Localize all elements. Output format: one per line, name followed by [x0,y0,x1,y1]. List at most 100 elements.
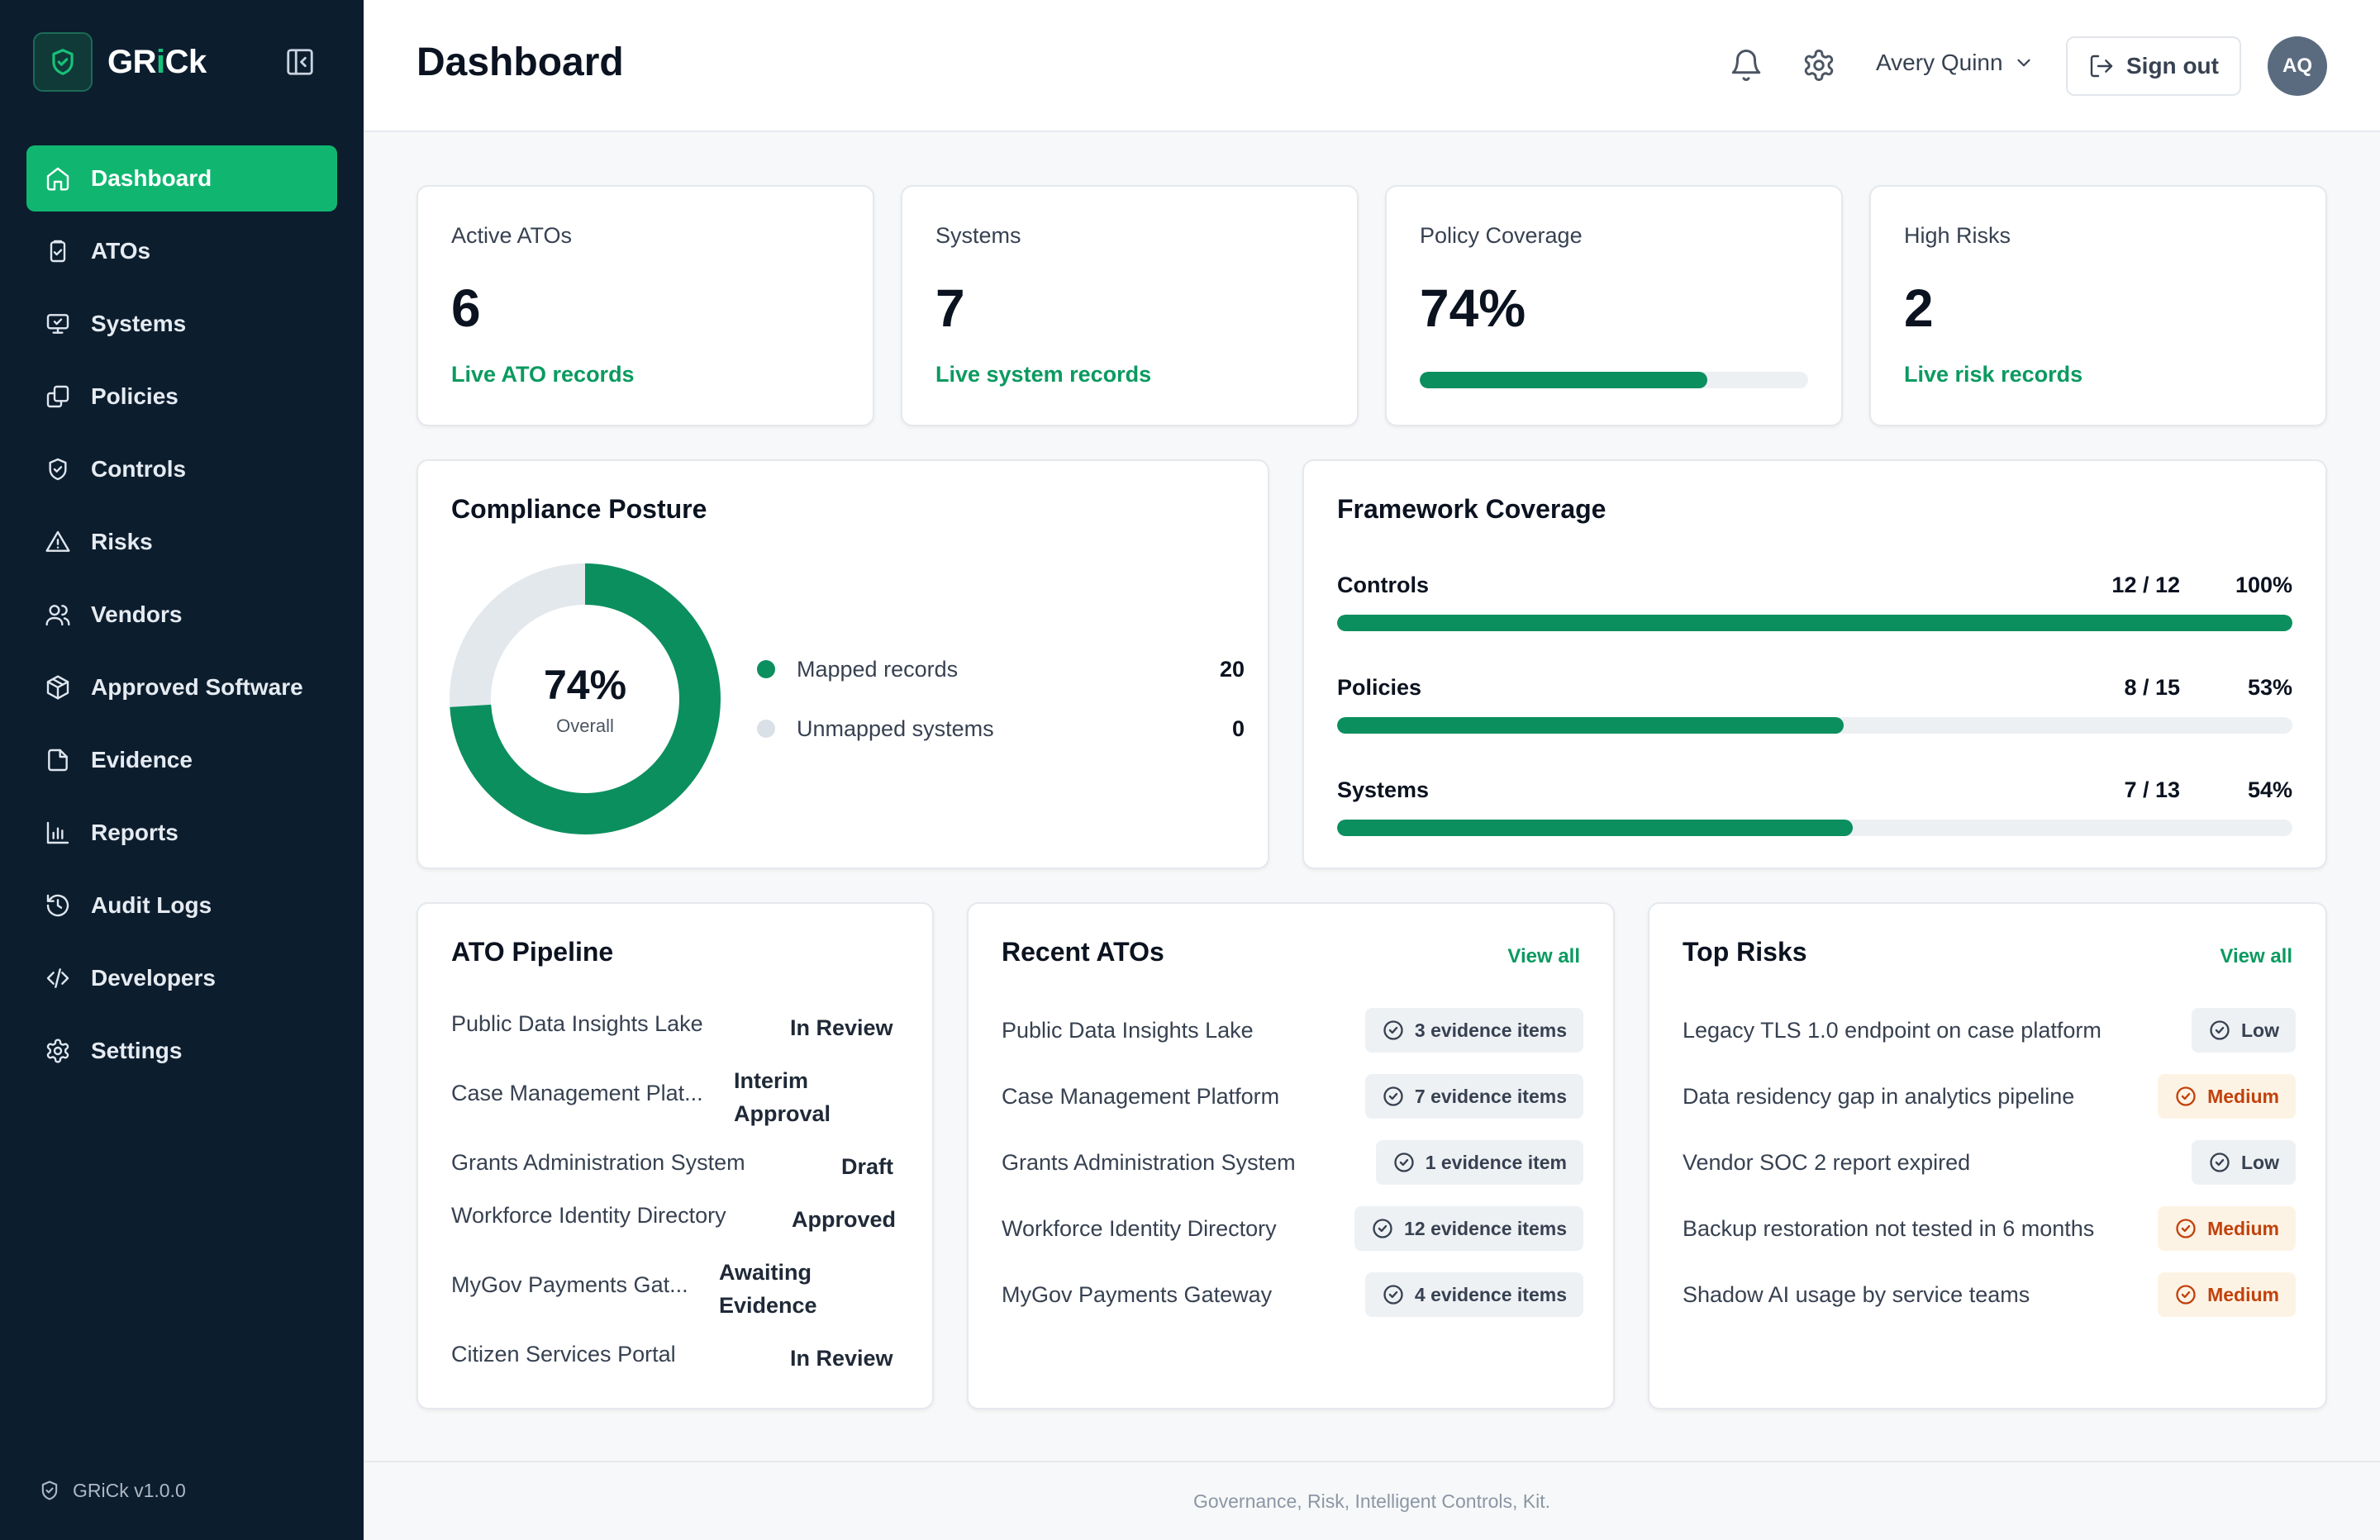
sidebar-item-dashboard[interactable]: Dashboard [26,145,337,212]
sidebar-item-reports[interactable]: Reports [26,800,337,866]
pipeline-item-name[interactable]: Case Management Plat... [451,1081,703,1105]
sidebar-item-label: Risks [91,529,153,554]
sidebar-item-systems[interactable]: Systems [26,291,337,357]
stat-card-active-atos[interactable]: Active ATOs 6 Live ATO records [416,185,874,426]
evidence-count-badge[interactable]: 4 evidence items [1364,1272,1583,1317]
pipeline-item-name[interactable]: Grants Administration System [451,1150,745,1175]
sidebar-item-evidence[interactable]: Evidence [26,727,337,793]
check-circle-icon [2176,1219,2196,1238]
ato-name: Grants Administration System [1002,1149,1296,1175]
pipeline-status: In Review [790,1346,893,1371]
sidebar-item-risks[interactable]: Risks [26,509,337,575]
check-circle-icon [2176,1285,2196,1305]
evidence-count-label: 3 evidence items [1414,1019,1567,1041]
risk-level-badge: Medium [2158,1074,2296,1119]
framework-ratio: 12 / 12 [2111,572,2180,597]
evidence-count-label: 1 evidence item [1425,1151,1567,1173]
shield-check-logo-icon [33,32,93,92]
evidence-count-label: 12 evidence items [1404,1217,1567,1239]
sidebar-item-approved-software[interactable]: Approved Software [26,654,337,720]
card-title: Top Risks [1683,937,1807,967]
recent-atos-card: Recent ATOs View all Public Data Insight… [967,902,1615,1409]
check-circle-icon [2210,1153,2230,1172]
sidebar-item-atos[interactable]: ATOs [26,218,337,284]
shield-check-icon [49,458,67,481]
ato-name: Workforce Identity Directory [1002,1215,1277,1241]
user-menu[interactable]: Avery Quinn [1876,50,2035,76]
risk-level-label: Medium [2207,1217,2279,1239]
legend-item: Unmapped systems 0 [757,712,1245,745]
sidebar-item-settings[interactable]: Settings [26,1018,337,1084]
risk-name: Vendor SOC 2 report expired [1683,1149,1971,1175]
warning-icon [45,530,70,552]
progress-fill [1420,372,1707,388]
ato-name: MyGov Payments Gateway [1002,1281,1273,1307]
framework-label: Policies [1337,674,1422,700]
sidebar-collapse-icon[interactable] [284,46,316,78]
view-all-link[interactable]: View all [2220,945,2292,967]
recent-ato-row[interactable]: Case Management Platform 7 evidence items [1002,1074,1583,1119]
evidence-count-label: 4 evidence items [1414,1283,1567,1305]
donut-caption: Overall [556,715,614,736]
avatar[interactable]: AQ [2268,36,2327,96]
sidebar-item-developers[interactable]: Developers [26,945,337,1011]
legend-dot [757,660,775,678]
stat-value: 6 [451,278,481,338]
evidence-count-label: 7 evidence items [1414,1085,1567,1107]
pipeline-item-name[interactable]: Public Data Insights Lake [451,1011,703,1036]
evidence-count-badge[interactable]: 3 evidence items [1364,1008,1583,1053]
package-icon [46,675,69,700]
stat-label: Active ATOs [451,223,573,248]
stat-link[interactable]: Live ATO records [451,362,635,387]
evidence-count-badge[interactable]: 1 evidence item [1375,1140,1583,1185]
risk-level-label: Low [2241,1151,2279,1173]
stat-link[interactable]: Live risk records [1904,362,2083,387]
pipeline-item-name[interactable]: MyGov Payments Gat... [451,1272,688,1297]
pipeline-item-name[interactable]: Citizen Services Portal [451,1342,676,1367]
pipeline-item-name[interactable]: Workforce Identity Directory [451,1203,726,1228]
view-all-link[interactable]: View all [1507,945,1580,967]
risk-row[interactable]: Backup restoration not tested in 6 month… [1683,1206,2296,1251]
stat-label: Systems [935,223,1021,248]
stat-card-systems[interactable]: Systems 7 Live system records [901,185,1359,426]
sidebar-item-label: Controls [91,456,187,482]
brand[interactable]: GRiCk [33,31,207,93]
check-circle-icon [1383,1086,1403,1106]
compliance-posture-card: Compliance Posture 74% Overall Mapped re… [416,459,1269,869]
sign-out-button[interactable]: Sign out [2066,36,2241,96]
stat-link[interactable]: Live system records [935,362,1152,387]
copy-icon [46,385,69,408]
recent-ato-row[interactable]: MyGov Payments Gateway 4 evidence items [1002,1272,1583,1317]
gear-icon[interactable] [1802,48,1836,83]
history-icon [46,894,69,917]
progress-fill [1337,820,1854,836]
recent-ato-row[interactable]: Public Data Insights Lake 3 evidence item… [1002,1008,1583,1053]
bell-icon[interactable] [1729,48,1764,83]
donut-percent: 74% [543,662,627,708]
monitor-icon [46,314,69,334]
sidebar-item-vendors[interactable]: Vendors [26,582,337,648]
clipboard-check-icon [50,240,66,263]
evidence-count-badge[interactable]: 12 evidence items [1354,1206,1583,1251]
code-icon [46,968,69,988]
stat-card-high-risks[interactable]: High Risks 2 Live risk records [1869,185,2327,426]
sidebar-item-audit-logs[interactable]: Audit Logs [26,872,337,939]
risk-row[interactable]: Shadow AI usage by service teams Medium [1683,1272,2296,1317]
brand-name: GRiCk [107,43,207,80]
sidebar-item-policies[interactable]: Policies [26,364,337,430]
risk-level-badge: Medium [2158,1206,2296,1251]
recent-ato-row[interactable]: Workforce Identity Directory 12 evidence … [1002,1206,1583,1251]
recent-ato-row[interactable]: Grants Administration System 1 evidence i… [1002,1140,1583,1185]
page-title: Dashboard [416,40,624,84]
ato-pipeline-card: ATO Pipeline Public Data Insights Lake I… [416,902,934,1409]
ato-name: Public Data Insights Lake [1002,1017,1254,1043]
stat-card-policy-coverage[interactable]: Policy Coverage 74% [1385,185,1843,426]
risk-row[interactable]: Legacy TLS 1.0 endpoint on case platform… [1683,1008,2296,1053]
log-out-icon [2090,55,2113,78]
evidence-count-badge[interactable]: 7 evidence items [1364,1074,1583,1119]
risk-row[interactable]: Vendor SOC 2 report expired Low [1683,1140,2296,1185]
sidebar-item-controls[interactable]: Controls [26,436,337,502]
card-title: Recent ATOs [1002,937,1164,967]
legend-dot [757,720,775,738]
risk-row[interactable]: Data residency gap in analytics pipeline… [1683,1074,2296,1119]
